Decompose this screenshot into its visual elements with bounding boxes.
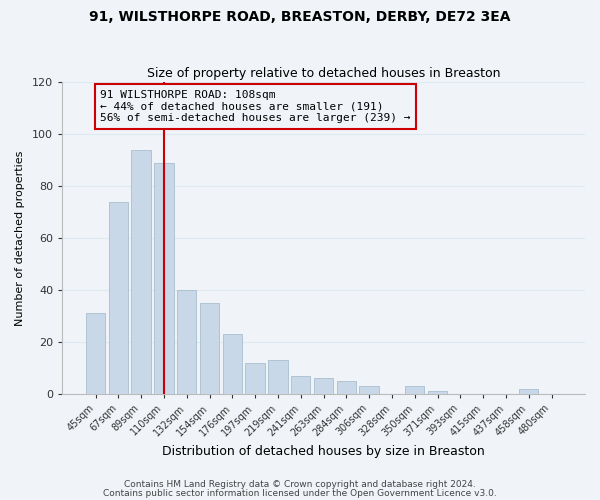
Text: 91, WILSTHORPE ROAD, BREASTON, DERBY, DE72 3EA: 91, WILSTHORPE ROAD, BREASTON, DERBY, DE… xyxy=(89,10,511,24)
Bar xyxy=(314,378,333,394)
Bar xyxy=(109,202,128,394)
Bar xyxy=(86,313,105,394)
Bar xyxy=(519,388,538,394)
Bar xyxy=(428,391,447,394)
X-axis label: Distribution of detached houses by size in Breaston: Distribution of detached houses by size … xyxy=(162,444,485,458)
Bar xyxy=(177,290,196,394)
Bar xyxy=(337,380,356,394)
Bar xyxy=(291,376,310,394)
Bar xyxy=(200,303,219,394)
Bar xyxy=(268,360,287,394)
Text: Contains HM Land Registry data © Crown copyright and database right 2024.: Contains HM Land Registry data © Crown c… xyxy=(124,480,476,489)
Bar xyxy=(154,162,173,394)
Title: Size of property relative to detached houses in Breaston: Size of property relative to detached ho… xyxy=(147,66,500,80)
Bar xyxy=(223,334,242,394)
Bar xyxy=(131,150,151,394)
Bar xyxy=(359,386,379,394)
Text: Contains public sector information licensed under the Open Government Licence v3: Contains public sector information licen… xyxy=(103,488,497,498)
Bar xyxy=(245,362,265,394)
Bar xyxy=(405,386,424,394)
Y-axis label: Number of detached properties: Number of detached properties xyxy=(15,150,25,326)
Text: 91 WILSTHORPE ROAD: 108sqm
← 44% of detached houses are smaller (191)
56% of sem: 91 WILSTHORPE ROAD: 108sqm ← 44% of deta… xyxy=(100,90,410,123)
